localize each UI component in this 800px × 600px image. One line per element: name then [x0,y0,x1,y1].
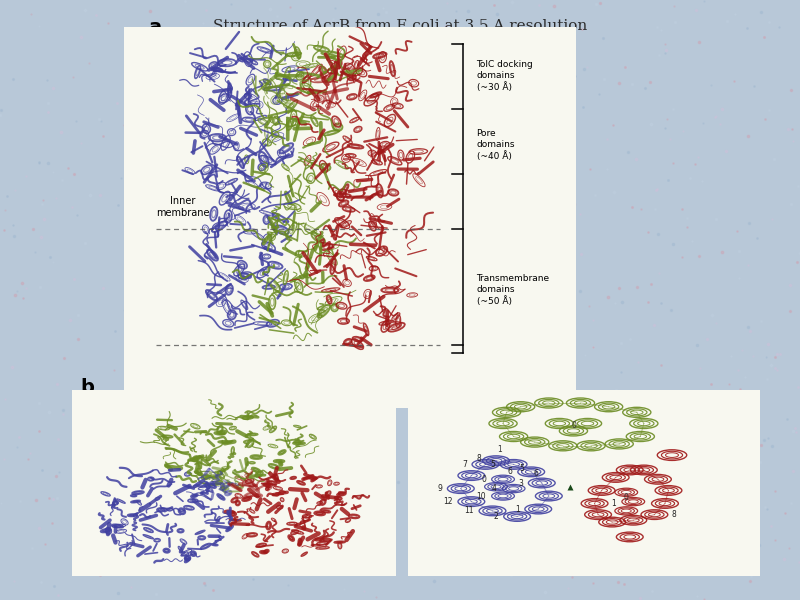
Text: a: a [148,18,161,37]
Text: Transmembrane
domains
(~50 Å): Transmembrane domains (~50 Å) [477,274,550,306]
Text: 8: 8 [671,510,676,519]
Text: Structure of AcrB from E.coli at 3.5 A resolution: Structure of AcrB from E.coli at 3.5 A r… [213,19,587,33]
Text: 5: 5 [519,464,524,473]
Text: 11: 11 [464,506,474,515]
Text: 12: 12 [443,497,453,506]
Text: 0: 0 [624,493,629,502]
Text: 2: 2 [494,512,498,521]
Text: 6: 6 [534,469,538,478]
Text: 0: 0 [571,421,576,430]
Text: 1: 1 [497,445,502,454]
Text: Pore
domains
(~40 Å): Pore domains (~40 Å) [477,129,515,161]
Text: TolC docking
domains
(~30 Å): TolC docking domains (~30 Å) [477,59,534,92]
Text: 5: 5 [490,460,495,469]
Text: 0: 0 [482,475,486,484]
Text: c: c [416,378,428,397]
Text: 6: 6 [508,467,513,476]
Text: 10: 10 [477,491,486,500]
Text: 3: 3 [518,479,523,487]
Text: 8: 8 [476,454,481,463]
Text: 9: 9 [438,484,442,493]
Text: 1: 1 [515,505,519,514]
Text: Inner
membrane: Inner membrane [156,196,210,217]
Text: 7: 7 [462,460,466,469]
Text: 1: 1 [611,499,616,508]
Text: 4: 4 [492,484,497,493]
Text: b: b [80,378,94,397]
